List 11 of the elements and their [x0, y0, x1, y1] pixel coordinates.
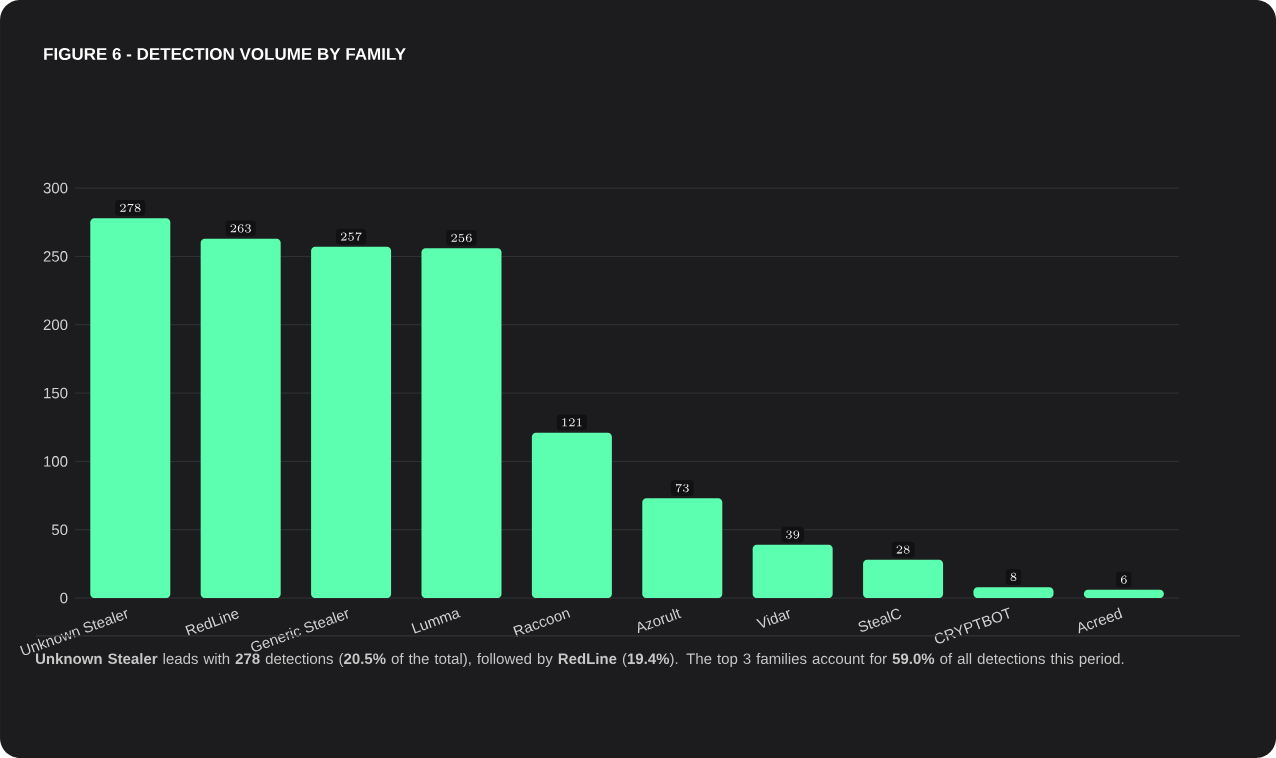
bar	[531, 432, 612, 599]
bar	[642, 498, 723, 599]
bar	[311, 246, 392, 599]
bar	[421, 248, 502, 599]
bar	[1083, 589, 1164, 599]
chart-title: FIGURE 6 - DETECTION VOLUME BY FAMILY	[44, 47, 406, 60]
bar	[90, 218, 171, 599]
bar	[200, 238, 281, 599]
bar	[973, 587, 1054, 599]
bar	[752, 544, 833, 599]
bar	[863, 559, 944, 599]
